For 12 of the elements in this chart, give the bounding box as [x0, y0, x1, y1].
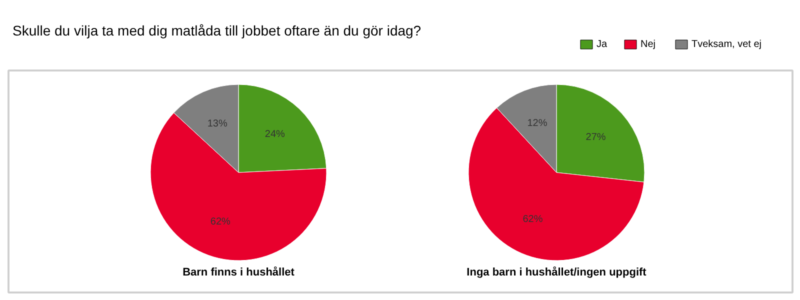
legend-label: Tveksam, vet ej	[692, 39, 762, 50]
data-label: 27%	[586, 132, 606, 143]
data-label: 62%	[210, 216, 231, 228]
data-label: 24%	[264, 128, 286, 140]
text: Skulle du vilja ta med dig matlåda till jobbet oftare än du gör idag?	[12, 22, 422, 38]
legend-label: Ja	[596, 39, 608, 50]
data-label: 62%	[522, 214, 543, 226]
data-label: 13%	[207, 118, 228, 130]
data-label: 12%	[527, 118, 548, 129]
text: Inga barn i hushållet/ingen uppgift	[466, 266, 647, 278]
text: Barn finns i hushållet	[182, 266, 295, 278]
legend-label: Nej	[640, 39, 656, 50]
